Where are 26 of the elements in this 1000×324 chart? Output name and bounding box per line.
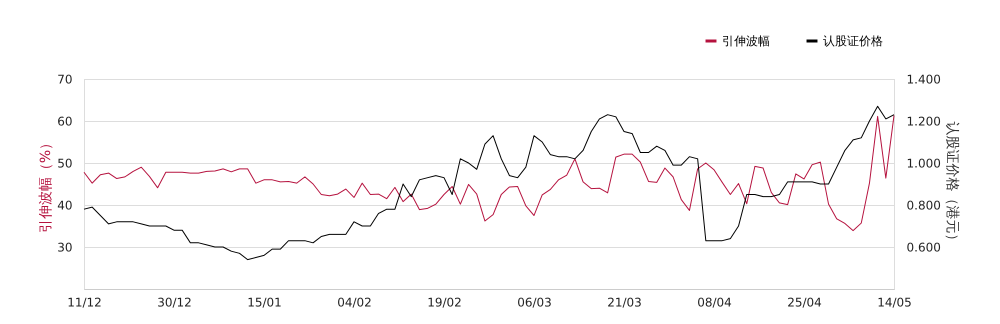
line-series	[84, 115, 894, 232]
x-tick-label: 11/12	[67, 296, 102, 310]
y2-tick-label: 0.800	[906, 198, 941, 212]
y2-tick-label: 1.400	[906, 72, 941, 86]
legend-label: 引伸波幅	[722, 34, 770, 48]
x-tick-label: 14/05	[877, 296, 912, 310]
x-tick-label: 15/01	[247, 296, 282, 310]
x-tick-label: 30/12	[157, 296, 192, 310]
y-tick-label: 50	[57, 156, 72, 170]
x-tick-label: 04/02	[337, 296, 372, 310]
x-tick-label: 08/04	[697, 296, 732, 310]
line-series	[84, 106, 894, 260]
x-tick-label: 06/03	[517, 296, 552, 310]
x-tick-label: 21/03	[607, 296, 642, 310]
y-tick-label: 40	[57, 198, 72, 212]
y2-tick-label: 1.000	[906, 156, 941, 170]
x-tick-label: 25/04	[787, 296, 822, 310]
y-tick-label: 30	[57, 240, 72, 254]
legend-label: 认股证价格	[823, 34, 883, 48]
y-tick-label: 60	[57, 114, 72, 128]
y-axis-title: 引伸波幅（%）	[38, 136, 54, 234]
y2-tick-label: 1.200	[906, 114, 941, 128]
y2-axis-title: 认股证价格（港元）	[944, 122, 960, 248]
y-tick-label: 70	[57, 72, 72, 86]
x-tick-label: 19/02	[427, 296, 462, 310]
y2-tick-label: 0.600	[906, 240, 941, 254]
